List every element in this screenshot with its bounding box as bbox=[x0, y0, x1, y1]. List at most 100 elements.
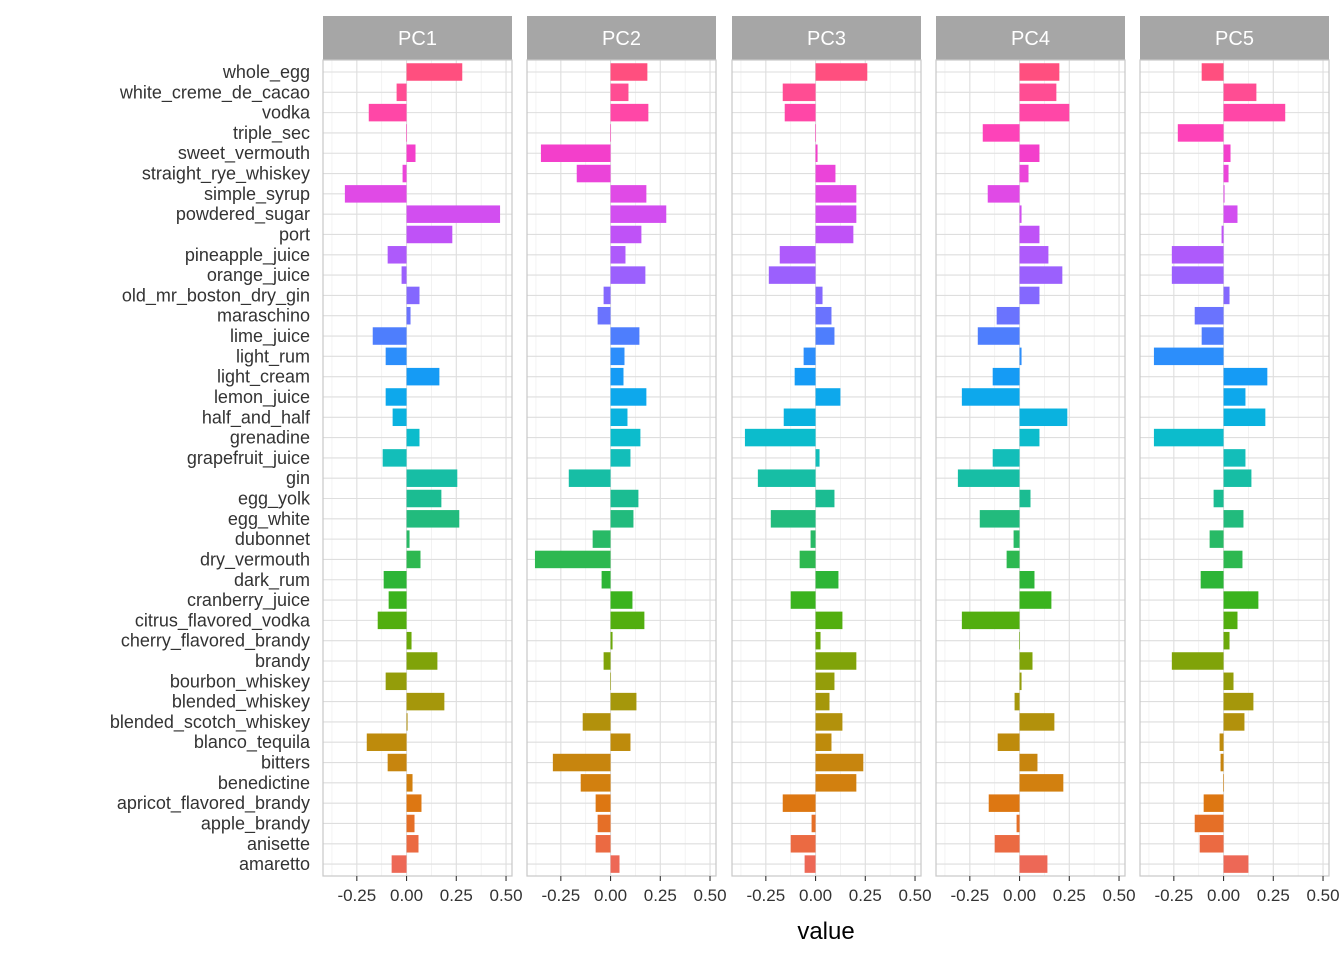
bar-pc5-blended_whiskey bbox=[1223, 692, 1254, 711]
bar-pc3-maraschino bbox=[815, 306, 832, 325]
bar-pc2-bourbon_whiskey bbox=[610, 672, 611, 691]
category-label: sweet_vermouth bbox=[178, 143, 310, 164]
category-label: light_cream bbox=[217, 367, 310, 388]
bar-pc5-orange_juice bbox=[1171, 266, 1224, 284]
bar-pc4-cranberry_juice bbox=[1019, 591, 1052, 609]
category-label: amaretto bbox=[239, 854, 310, 874]
bar-pc5-straight_rye_whiskey bbox=[1223, 164, 1229, 183]
category-label: maraschino bbox=[217, 306, 310, 326]
bar-pc1-dubonnet bbox=[406, 530, 410, 548]
category-label: dry_vermouth bbox=[200, 549, 310, 570]
x-tick-label: 0.25 bbox=[1257, 886, 1290, 905]
bar-pc2-lime_juice bbox=[610, 327, 640, 345]
category-label: straight_rye_whiskey bbox=[142, 164, 310, 185]
bar-pc4-egg_yolk bbox=[1019, 489, 1031, 508]
bar-pc3-cranberry_juice bbox=[790, 591, 816, 609]
x-tick-label: 0.50 bbox=[898, 886, 931, 905]
bar-pc1-blended_scotch_whiskey bbox=[406, 713, 408, 731]
category-label: old_mr_boston_dry_gin bbox=[122, 285, 310, 306]
bar-pc5-lime_juice bbox=[1201, 327, 1224, 345]
bar-pc5-white_creme_de_cacao bbox=[1223, 83, 1257, 102]
category-axis-labels: whole_eggwhite_creme_de_cacaovodkatriple… bbox=[110, 62, 311, 874]
bar-pc1-sweet_vermouth bbox=[406, 144, 416, 162]
bar-pc2-apple_brandy bbox=[597, 814, 611, 833]
bar-pc2-egg_white bbox=[610, 510, 634, 528]
category-label: cherry_flavored_brandy bbox=[121, 631, 310, 652]
bar-pc5-cherry_flavored_brandy bbox=[1223, 631, 1230, 650]
bar-pc1-light_cream bbox=[406, 367, 440, 386]
category-label: light_rum bbox=[236, 346, 310, 367]
bar-pc2-apricot_flavored_brandy bbox=[595, 794, 611, 812]
category-label: cranberry_juice bbox=[187, 590, 310, 611]
bar-pc3-white_creme_de_cacao bbox=[782, 83, 816, 102]
panel-background bbox=[527, 60, 716, 876]
bar-pc1-blended_whiskey bbox=[406, 692, 445, 711]
bar-pc5-dark_rum bbox=[1200, 571, 1224, 589]
bar-pc5-pineapple_juice bbox=[1171, 246, 1224, 264]
facet-panels: PC1 -0.25 0.00 0.25 0.50 PC2 -0.25 0.00 0.25 0.50… bbox=[322, 16, 1340, 905]
x-tick-label: 0.50 bbox=[489, 886, 522, 905]
bar-pc4-egg_white bbox=[979, 510, 1020, 528]
bar-pc2-gin bbox=[568, 469, 611, 487]
bar-pc3-amaretto bbox=[804, 855, 816, 873]
bar-pc4-blanco_tequila bbox=[997, 733, 1020, 751]
category-label: dark_rum bbox=[234, 570, 310, 591]
bar-pc4-brandy bbox=[1019, 652, 1033, 670]
category-label: apple_brandy bbox=[201, 813, 310, 834]
bar-pc1-egg_white bbox=[406, 510, 460, 528]
bar-pc2-blended_scotch_whiskey bbox=[582, 713, 611, 731]
bar-pc5-anisette bbox=[1199, 835, 1224, 853]
facet-strip-label: PC3 bbox=[807, 28, 846, 50]
bar-pc4-citrus_flavored_vodka bbox=[961, 611, 1020, 630]
bar-pc2-dubonnet bbox=[592, 530, 611, 548]
panel-background bbox=[1140, 60, 1329, 876]
bar-pc5-apple_brandy bbox=[1194, 814, 1224, 833]
bar-pc3-brandy bbox=[815, 652, 857, 670]
bar-pc1-lemon_juice bbox=[385, 388, 407, 406]
bar-pc3-cherry_flavored_brandy bbox=[815, 631, 821, 650]
bar-pc5-dubonnet bbox=[1209, 530, 1224, 548]
category-label: triple_sec bbox=[233, 123, 310, 144]
category-label: benedictine bbox=[218, 773, 310, 793]
facet-panel-pc1: PC1 -0.25 0.00 0.25 0.50 bbox=[322, 16, 523, 905]
panel-border bbox=[935, 59, 1126, 877]
bar-pc5-half_and_half bbox=[1223, 408, 1266, 427]
x-tick-label: 0.25 bbox=[440, 886, 473, 905]
bar-pc3-egg_white bbox=[770, 510, 816, 528]
bar-pc2-white_creme_de_cacao bbox=[610, 83, 629, 102]
category-label: anisette bbox=[247, 834, 310, 854]
category-label: citrus_flavored_vodka bbox=[135, 610, 311, 631]
bar-pc1-pineapple_juice bbox=[387, 246, 407, 264]
category-label: white_creme_de_cacao bbox=[119, 82, 310, 103]
bar-pc3-apricot_flavored_brandy bbox=[782, 794, 816, 812]
bar-pc4-cherry_flavored_brandy bbox=[1019, 631, 1020, 650]
facet-strip bbox=[323, 16, 512, 60]
category-label: grapefruit_juice bbox=[187, 448, 310, 469]
category-label: simple_syrup bbox=[204, 184, 310, 205]
bar-pc3-orange_juice bbox=[768, 266, 816, 284]
category-label: lime_juice bbox=[230, 326, 310, 347]
x-tick-label: -0.25 bbox=[1154, 886, 1193, 905]
bar-pc2-straight_rye_whiskey bbox=[576, 164, 611, 183]
bar-pc2-amaretto bbox=[610, 855, 620, 873]
bar-pc4-sweet_vermouth bbox=[1019, 144, 1040, 162]
bar-pc1-egg_yolk bbox=[406, 489, 442, 508]
bar-pc4-straight_rye_whiskey bbox=[1019, 164, 1029, 183]
bar-pc2-bitters bbox=[552, 753, 611, 772]
category-label: grenadine bbox=[230, 428, 310, 448]
bar-pc4-maraschino bbox=[996, 306, 1020, 325]
facet-strip-label: PC5 bbox=[1215, 28, 1254, 50]
bar-pc1-white_creme_de_cacao bbox=[396, 83, 407, 102]
bar-pc5-gin bbox=[1223, 469, 1252, 487]
bar-pc4-dubonnet bbox=[1013, 530, 1020, 548]
bar-pc4-triple_sec bbox=[982, 124, 1020, 142]
bar-pc2-whole_egg bbox=[610, 63, 648, 81]
bar-pc4-simple_syrup bbox=[987, 185, 1020, 203]
bar-pc1-grenadine bbox=[406, 428, 420, 447]
bar-pc5-bitters bbox=[1220, 753, 1224, 772]
category-label: vodka bbox=[262, 103, 311, 123]
category-label: blended_whiskey bbox=[172, 692, 310, 713]
bar-pc3-blended_scotch_whiskey bbox=[815, 713, 843, 731]
bar-pc1-lime_juice bbox=[372, 327, 407, 345]
